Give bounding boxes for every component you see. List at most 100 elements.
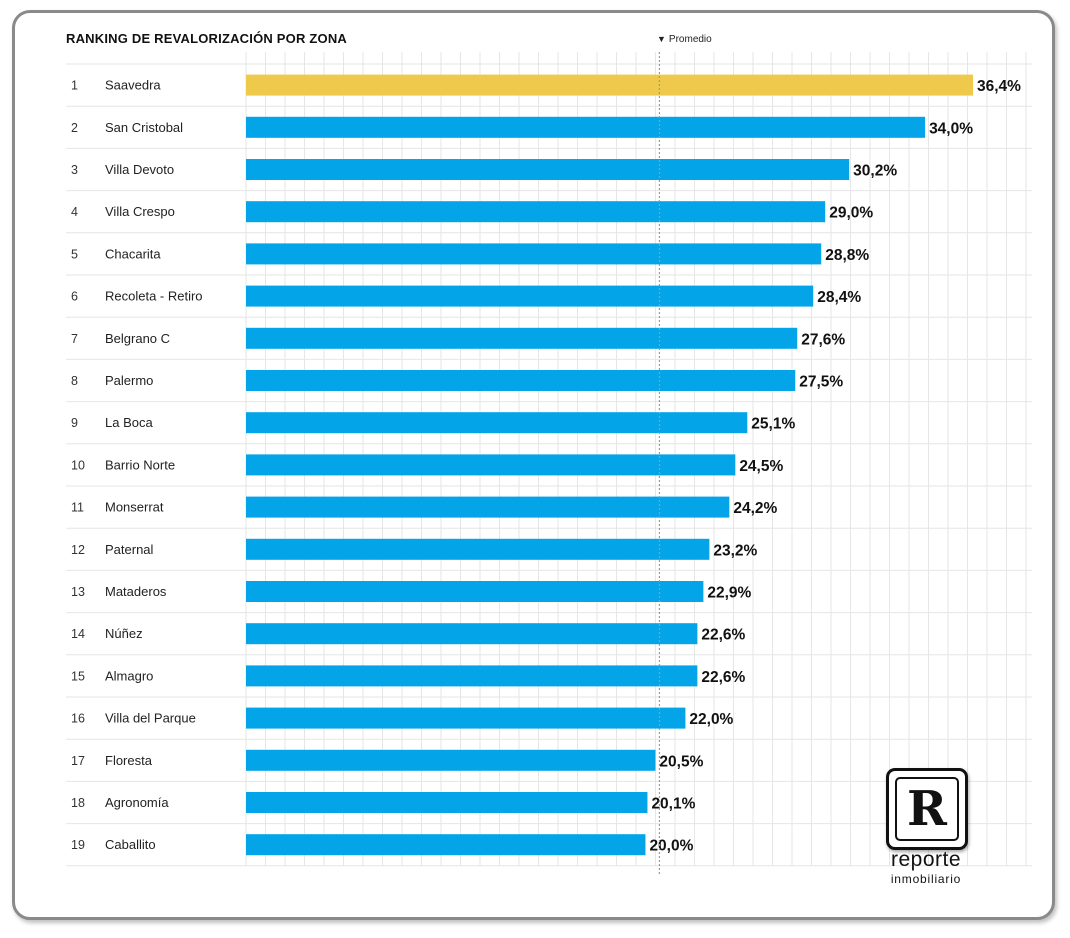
rank-number: 4 bbox=[71, 205, 78, 219]
zone-label: Monserrat bbox=[105, 500, 164, 515]
rank-number: 7 bbox=[71, 332, 78, 346]
value-label: 22,6% bbox=[701, 627, 745, 644]
bar-row: 11 Monserrat 24,2% bbox=[71, 496, 778, 518]
zone-label: Agronomía bbox=[105, 795, 169, 810]
chart-title: RANKING DE REVALORIZACIÓN POR ZONA bbox=[66, 31, 348, 46]
value-label: 34,0% bbox=[929, 120, 973, 137]
bar bbox=[246, 581, 704, 602]
rank-number: 18 bbox=[71, 796, 85, 810]
bar-row: 7 Belgrano C 27,6% bbox=[71, 327, 845, 349]
logo-badge: R bbox=[886, 768, 968, 850]
rank-number: 10 bbox=[71, 458, 85, 472]
rank-number: 12 bbox=[71, 543, 85, 557]
bar-row: 9 La Boca 25,1% bbox=[71, 412, 795, 434]
rank-number: 6 bbox=[71, 290, 78, 304]
zone-label: Chacarita bbox=[105, 246, 161, 261]
bar-row: 5 Chacarita 28,8% bbox=[71, 243, 869, 265]
bar bbox=[246, 707, 686, 729]
value-label: 22,0% bbox=[689, 711, 733, 728]
bar bbox=[246, 74, 973, 96]
zone-label: Barrio Norte bbox=[105, 457, 175, 472]
bar bbox=[246, 201, 826, 223]
bar bbox=[246, 749, 656, 771]
value-label: 24,5% bbox=[739, 458, 783, 475]
bar bbox=[246, 243, 822, 265]
value-label: 25,1% bbox=[751, 416, 795, 433]
legend-label: Promedio bbox=[668, 34, 712, 45]
bar bbox=[246, 454, 736, 476]
zone-label: Recoleta - Retiro bbox=[105, 289, 203, 304]
bar-row: 15 Almagro 22,6% bbox=[71, 665, 746, 687]
zone-label: Palermo bbox=[105, 373, 153, 388]
bar bbox=[246, 496, 730, 518]
rank-number: 2 bbox=[71, 121, 78, 135]
value-label: 23,2% bbox=[713, 542, 757, 559]
value-label: 24,2% bbox=[733, 500, 777, 517]
value-label: 20,0% bbox=[649, 838, 693, 855]
rank-number: 3 bbox=[71, 163, 78, 177]
bar-row: 16 Villa del Parque 22,0% bbox=[71, 707, 734, 729]
bar-row: 4 Villa Crespo 29,0% bbox=[71, 201, 873, 223]
zone-label: Almagro bbox=[105, 668, 153, 683]
value-label: 28,4% bbox=[817, 289, 861, 306]
bar-row: 6 Recoleta - Retiro 28,4% bbox=[71, 285, 861, 307]
rank-number: 16 bbox=[71, 712, 85, 726]
bar bbox=[246, 623, 698, 645]
rank-number: 5 bbox=[71, 247, 78, 261]
value-label: 28,8% bbox=[825, 247, 869, 264]
rank-number: 8 bbox=[71, 374, 78, 388]
value-label: 27,5% bbox=[799, 374, 843, 391]
rank-number: 1 bbox=[71, 79, 78, 93]
bar-row: 1 Saavedra 36,4% bbox=[71, 74, 1021, 96]
bar bbox=[246, 834, 646, 856]
bar-row: 14 Núñez 22,6% bbox=[71, 623, 746, 645]
bar bbox=[246, 792, 648, 813]
bar bbox=[246, 327, 798, 349]
value-label: 22,9% bbox=[707, 585, 751, 602]
zone-label: Núñez bbox=[105, 626, 143, 641]
bar bbox=[246, 665, 698, 687]
rows: 1 Saavedra 36,4% 2 San Cristobal 34,0% 3 Villa … bbox=[71, 74, 1021, 856]
zone-label: Villa del Parque bbox=[105, 711, 196, 726]
zone-label: Belgrano C bbox=[105, 331, 170, 346]
bar-row: 18 Agronomía 20,1% bbox=[71, 792, 696, 813]
zone-label: Mataderos bbox=[105, 584, 167, 599]
value-label: 29,0% bbox=[829, 205, 873, 222]
bar bbox=[246, 285, 814, 307]
bar bbox=[246, 412, 748, 434]
zone-label: Floresta bbox=[105, 753, 153, 768]
rank-number: 19 bbox=[71, 838, 85, 852]
rank-number: 14 bbox=[71, 627, 85, 641]
bar-row: 2 San Cristobal 34,0% bbox=[71, 116, 973, 138]
rank-number: 13 bbox=[71, 585, 85, 599]
bar-row: 12 Paternal 23,2% bbox=[71, 538, 758, 560]
value-label: 22,6% bbox=[701, 669, 745, 686]
bar bbox=[246, 370, 796, 391]
rank-number: 11 bbox=[71, 501, 84, 515]
bar-row: 10 Barrio Norte 24,5% bbox=[71, 454, 783, 476]
logo-letter: R bbox=[895, 777, 959, 841]
triangle-down-icon: ▼ bbox=[657, 34, 666, 44]
legend: ▼ Promedio bbox=[657, 34, 712, 45]
zone-label: Villa Devoto bbox=[105, 162, 174, 177]
logo-word-reporte: reporte bbox=[890, 848, 962, 871]
value-label: 30,2% bbox=[853, 163, 897, 180]
rank-number: 9 bbox=[71, 416, 78, 430]
value-label: 36,4% bbox=[977, 78, 1021, 95]
value-label: 20,1% bbox=[651, 796, 695, 813]
bar-row: 13 Mataderos 22,9% bbox=[71, 581, 752, 602]
value-label: 27,6% bbox=[801, 331, 845, 348]
zone-label: San Cristobal bbox=[105, 120, 183, 135]
bar-row: 3 Villa Devoto 30,2% bbox=[71, 159, 897, 180]
rank-number: 15 bbox=[71, 669, 85, 683]
logo-word-inmobiliario: inmobiliario bbox=[890, 872, 962, 886]
bar bbox=[246, 159, 850, 180]
zone-label: La Boca bbox=[105, 415, 153, 430]
bar-row: 19 Caballito 20,0% bbox=[71, 834, 694, 856]
bar bbox=[246, 116, 926, 138]
zone-label: Saavedra bbox=[105, 78, 161, 93]
bar-row: 17 Floresta 20,5% bbox=[71, 749, 704, 771]
value-label: 20,5% bbox=[659, 753, 703, 770]
zone-label: Paternal bbox=[105, 542, 154, 557]
